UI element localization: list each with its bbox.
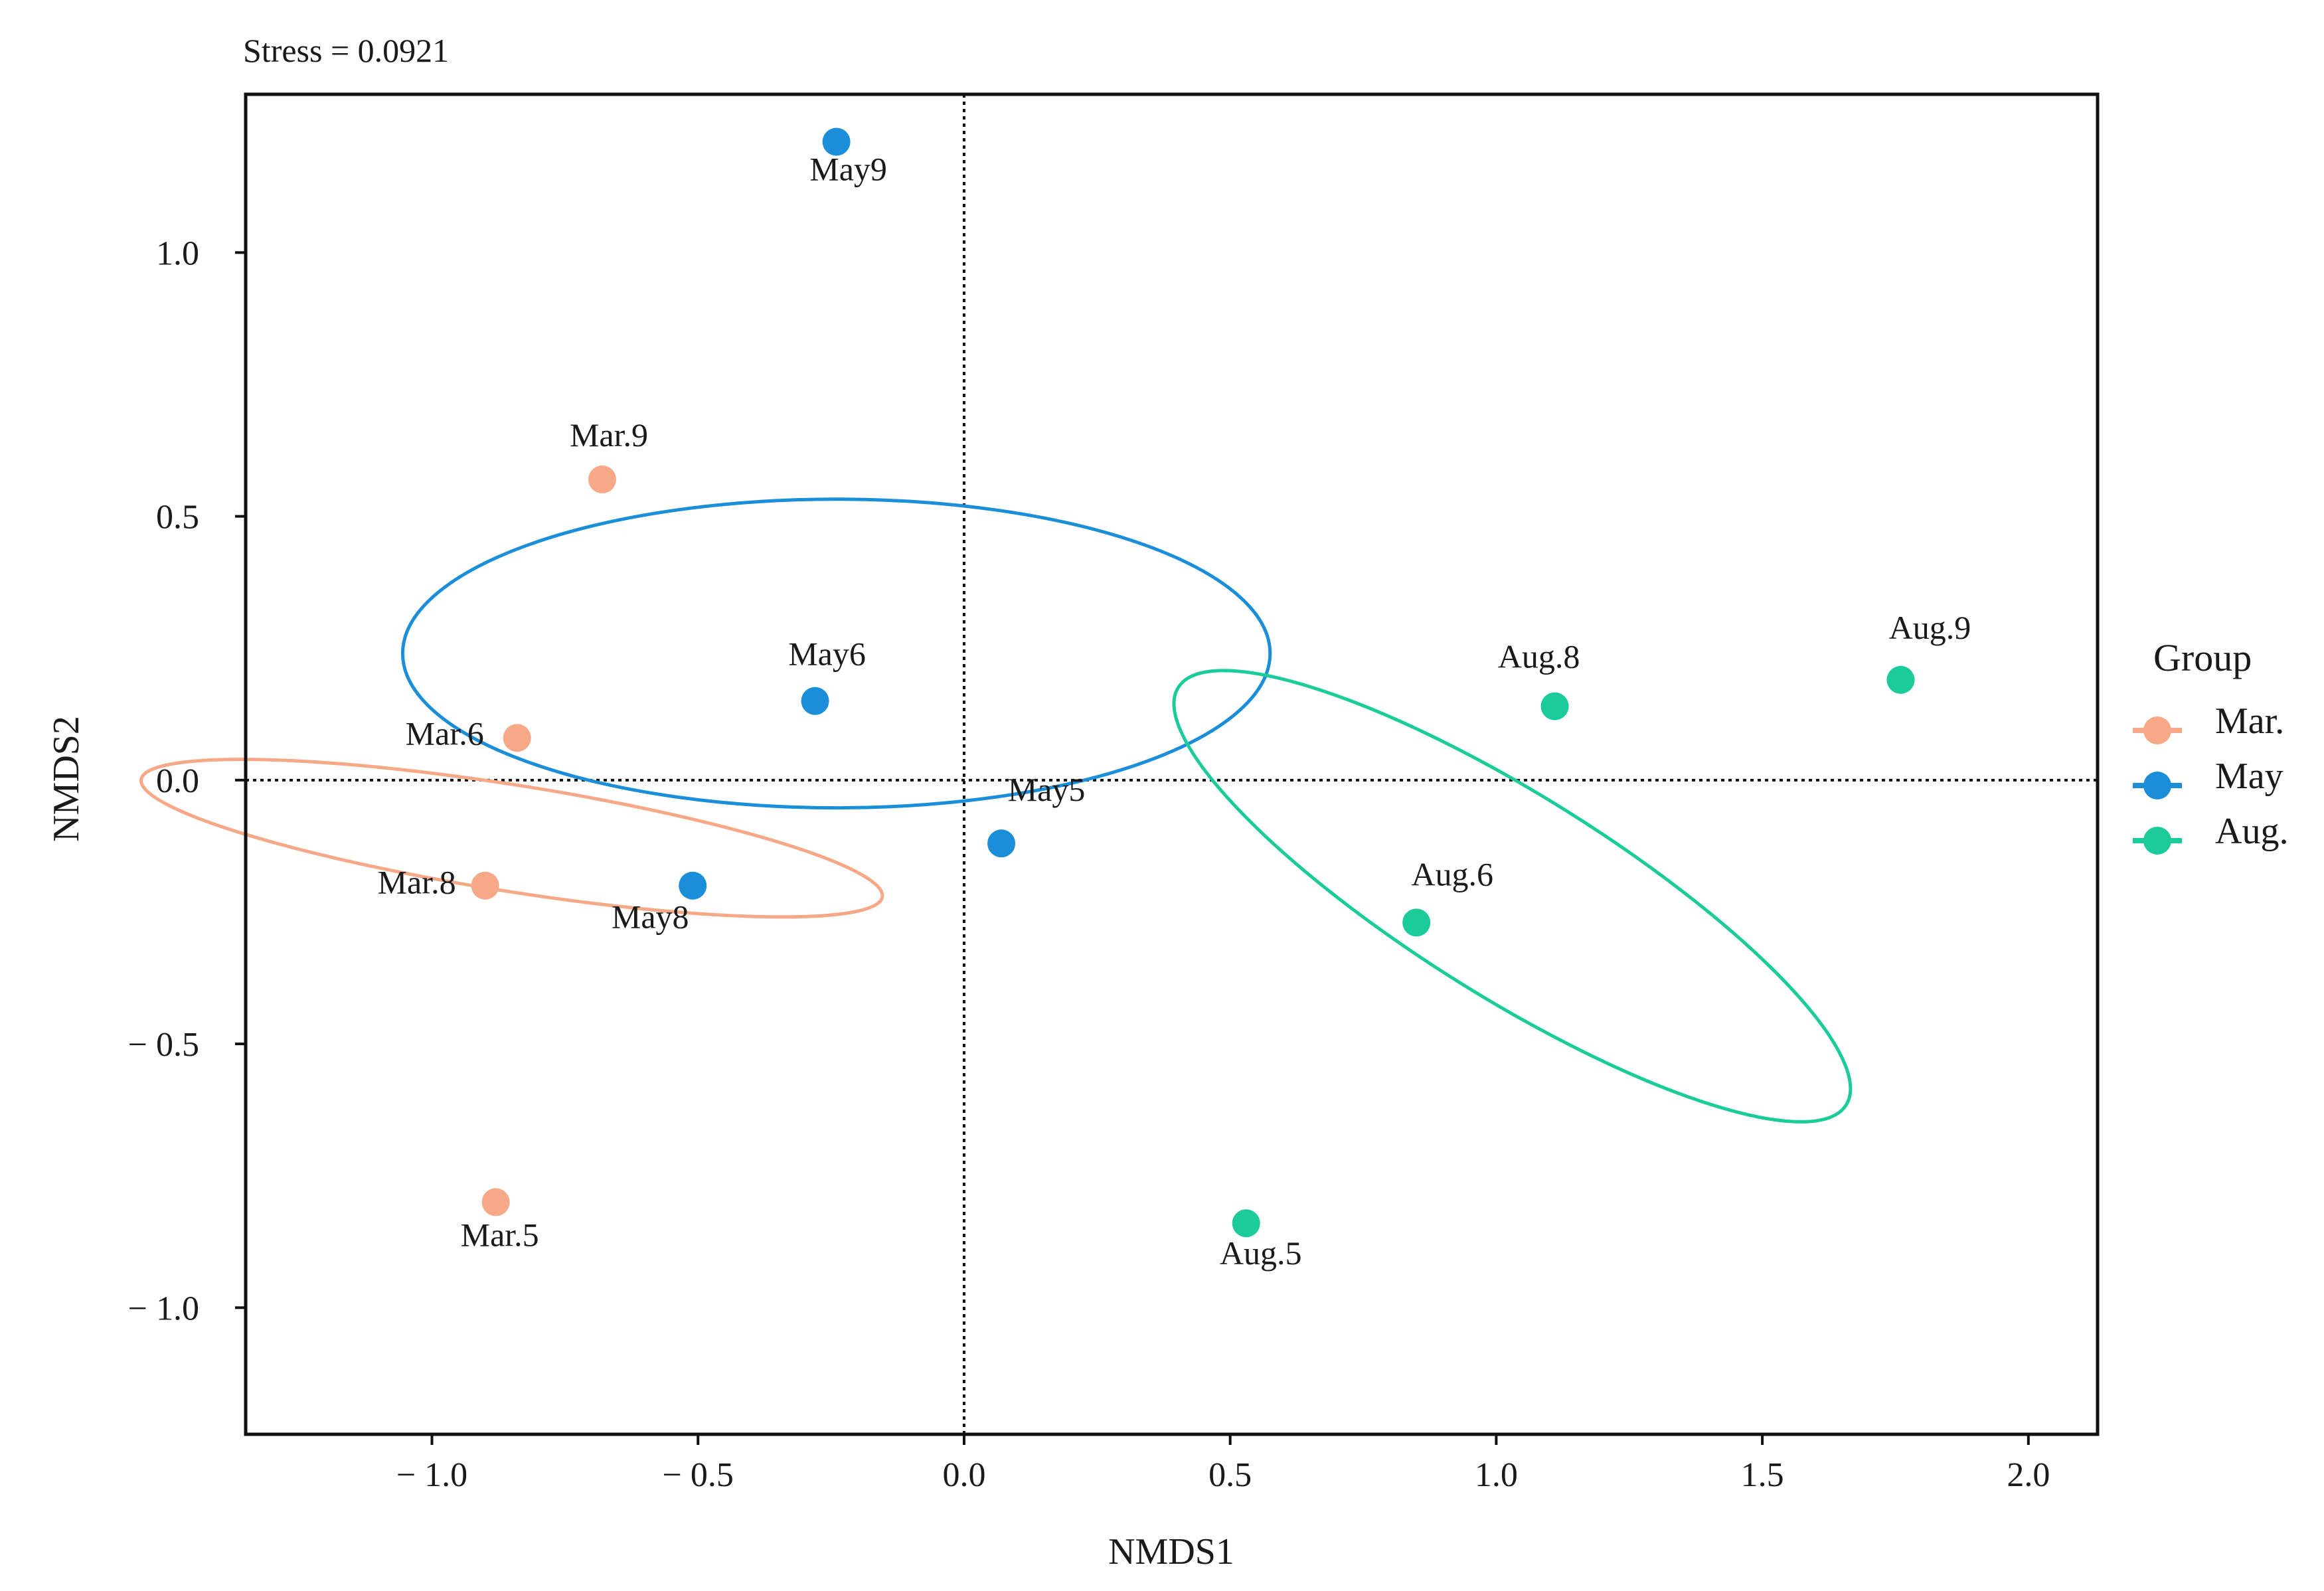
data-point [471,871,499,900]
x-axis: − 1.0 − 0.5 0.0 0.5 1.0 1.5 2.0 [396,1434,2050,1494]
legend-label: May [2215,756,2283,797]
y-tick-label: − 1.0 [128,1290,199,1327]
data-point [503,724,531,752]
x-tick-label: 2.0 [2007,1456,2050,1494]
y-tick-label: − 0.5 [128,1026,199,1064]
data-point [1232,1209,1260,1238]
data-point [1402,908,1431,937]
point-label: Mar.5 [461,1216,539,1253]
x-tick-label: 0.5 [1208,1456,1252,1494]
data-point [1886,665,1915,694]
x-tick-label: − 0.5 [663,1456,734,1494]
x-tick-label: 0.0 [942,1456,985,1494]
legend-label: Mar. [2215,701,2284,742]
point-label: May6 [788,635,866,673]
plot-frame [244,92,2100,1436]
data-point [801,687,829,715]
y-axis-title: NMDS2 [46,716,87,842]
point-label: Aug.8 [1498,638,1580,675]
x-tick-label: 1.0 [1475,1456,1518,1494]
point-label: May8 [612,898,689,936]
x-tick-label: 1.5 [1741,1456,1784,1494]
chart-title-stress: Stress = 0.0921 [243,32,449,69]
legend-key-point [2143,772,2171,799]
x-axis-title: NMDS1 [1108,1531,1234,1572]
point-label: May5 [1008,771,1086,808]
point-label: Mar.9 [570,416,648,454]
x-tick-label: − 1.0 [396,1456,467,1494]
legend: Group Mar. May Aug. [2133,636,2288,855]
confidence-ellipse [400,497,1272,810]
point-label: Aug.9 [1889,609,1971,646]
point-label: Mar.8 [378,864,456,901]
legend-title: Group [2153,636,2252,679]
y-axis: 1.0 0.5 0.0 − 0.5 − 1.0 [128,234,246,1327]
data-point [481,1188,510,1216]
point-label: Aug.5 [1220,1234,1302,1272]
y-tick-label: 1.0 [156,234,199,272]
legend-key-point [2143,716,2171,744]
y-tick-label: 0.0 [156,762,199,800]
confidence-ellipse [139,758,884,919]
plot-area: Mar.9 Mar.6 Mar.8 Mar.5 May9 May6 May8 May5 Aug.… [139,94,2098,1434]
point-label: Mar.6 [406,714,484,752]
data-point [987,829,1016,858]
data-point [822,127,851,156]
data-point [588,465,616,493]
point-label: Aug.6 [1411,855,1493,892]
legend-key-point [2143,827,2171,855]
confidence-ellipse [1172,669,1853,1124]
data-point [679,871,707,900]
y-tick-label: 0.5 [156,499,199,537]
data-point [1540,692,1569,720]
legend-label: Aug. [2215,811,2288,852]
point-label: May9 [809,151,887,188]
